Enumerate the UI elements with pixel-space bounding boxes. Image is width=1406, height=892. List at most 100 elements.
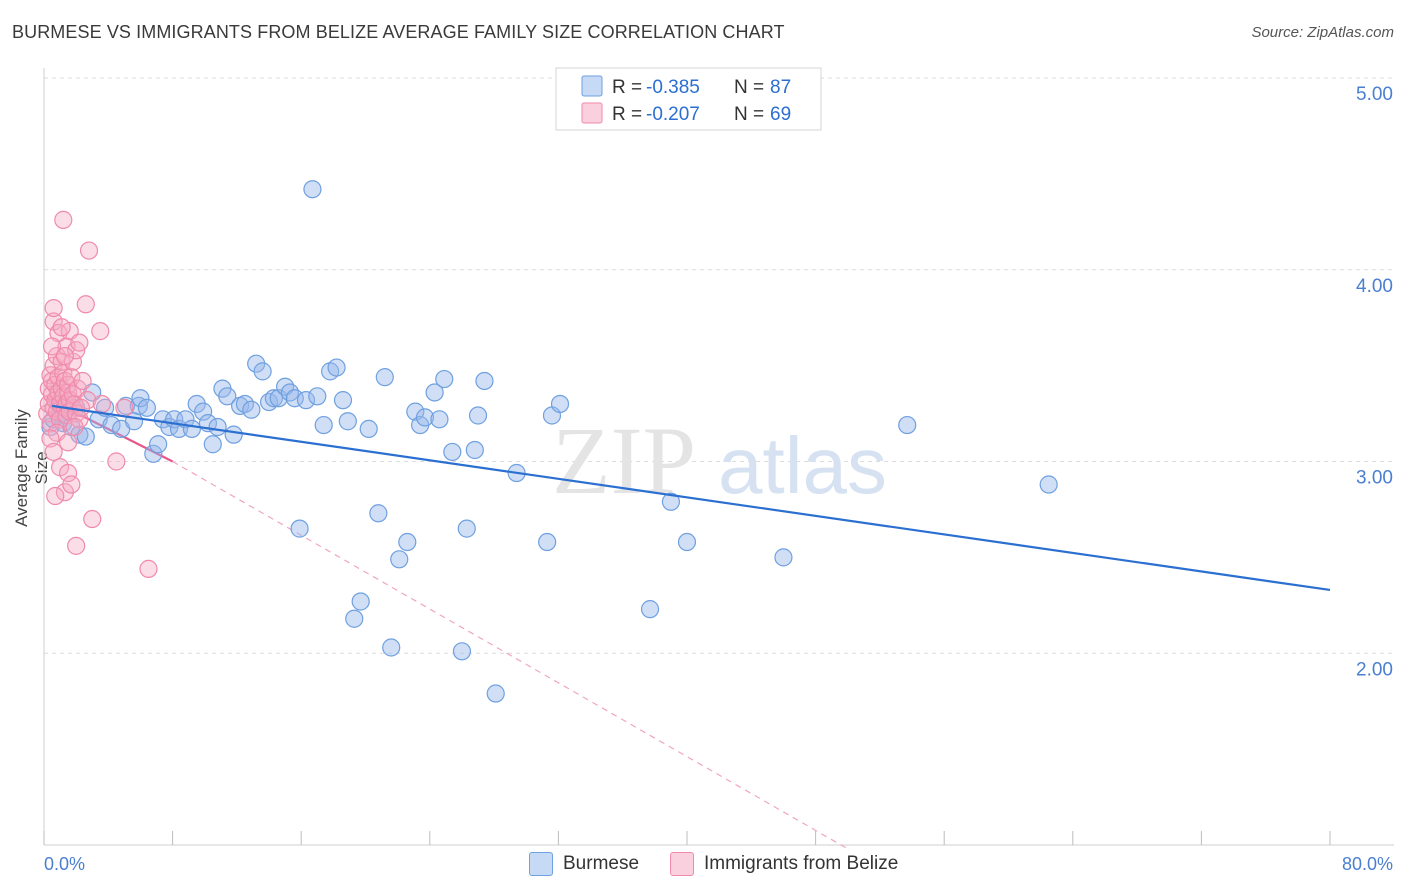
watermark-atlas: atlas: [718, 421, 887, 510]
burmese-point-61: [390, 550, 409, 569]
burmese-point-44: [280, 383, 300, 402]
burmese-point-34: [224, 425, 243, 444]
y-tick-label-2: 4.00: [1356, 276, 1393, 297]
burmese-point-19: [144, 444, 163, 463]
burmese-point-47: [296, 391, 316, 410]
legend-swatch-burmese: [581, 75, 603, 97]
burmese-trend-line: [51, 404, 1331, 592]
x-tick-max: 80.0%: [1342, 854, 1393, 874]
belize-point-68: [71, 398, 91, 417]
burmese-point-60: [382, 638, 401, 657]
burmese-point-55: [345, 609, 364, 628]
burmese-point-52: [327, 358, 346, 377]
legend-r-label-1: R =: [612, 77, 642, 98]
axes: [43, 68, 1394, 846]
belize-point-62: [59, 433, 78, 452]
burmese-point-54: [338, 412, 357, 431]
belize-trend-extension: [172, 460, 849, 850]
burmese-point-45: [285, 389, 304, 408]
burmese-point-53: [333, 391, 353, 410]
belize-point-45: [79, 241, 99, 260]
bottom-legend-burmese: Burmese: [529, 852, 639, 876]
bottom-swatch-belize: [670, 852, 694, 876]
burmese-point-58: [369, 504, 388, 523]
y-tick-label-0: 2.00: [1356, 659, 1393, 680]
burmese-point-42: [269, 389, 288, 408]
legend-n-label-1: N =: [734, 77, 764, 98]
legend-box: R = -0.385 N = 87 R = -0.207 N = 69: [555, 67, 822, 131]
belize-point-65: [115, 398, 134, 417]
burmese-point-68: [435, 369, 454, 389]
burmese-point-65: [415, 408, 435, 427]
x-tick-min: 0.0%: [44, 854, 85, 874]
belize-point-36: [44, 299, 63, 318]
y-tick-labels: 2.00 3.00 4.00 5.00: [1356, 84, 1393, 680]
burmese-point-84: [898, 415, 917, 435]
gridlines: [44, 77, 1394, 654]
burmese-point-66: [425, 383, 444, 402]
burmese-point-18: [137, 398, 156, 417]
burmese-point-80: [640, 600, 660, 619]
burmese-point-83: [774, 548, 793, 567]
belize-point-66: [44, 442, 63, 462]
belize-point-61: [41, 429, 60, 448]
burmese-points: [41, 180, 1058, 703]
belize-points: [38, 210, 158, 578]
burmese-point-30: [203, 435, 222, 454]
burmese-point-69: [443, 442, 462, 462]
legend-r-value-1: -0.385: [646, 77, 700, 98]
burmese-trend: [51, 404, 1331, 592]
belize-point-38: [54, 210, 73, 229]
burmese-point-71: [457, 519, 476, 538]
burmese-point-73: [468, 406, 488, 425]
burmese-point-57: [359, 419, 378, 439]
belize-point-55: [139, 559, 158, 578]
burmese-point-50: [314, 415, 333, 435]
bottom-legend-belize: Immigrants from Belize: [670, 852, 898, 876]
legend-n-label-2: N =: [734, 104, 764, 125]
burmese-point-70: [452, 642, 472, 661]
burmese-point-67: [430, 410, 449, 429]
burmese-point-17: [131, 389, 150, 408]
legend-n-value-2: 69: [770, 104, 791, 125]
burmese-point-77: [538, 532, 557, 552]
burmese-point-75: [486, 684, 505, 703]
burmese-point-81: [661, 492, 681, 511]
bottom-legend-label-burmese: Burmese: [563, 853, 640, 874]
burmese-point-39: [253, 362, 272, 381]
burmese-point-82: [677, 532, 697, 552]
burmese-point-62: [398, 532, 417, 552]
belize-point-46: [91, 322, 110, 341]
belize-point-54: [107, 452, 126, 471]
belize-point-43: [70, 333, 89, 352]
burmese-point-33: [218, 387, 237, 406]
source-label: Source: ZipAtlas.com: [1251, 24, 1394, 41]
burmese-point-63: [406, 402, 425, 421]
burmese-point-49: [308, 387, 327, 406]
burmese-point-56: [351, 592, 370, 611]
burmese-point-46: [290, 519, 309, 538]
bottom-swatch-burmese: [529, 852, 553, 876]
belize-point-53: [83, 509, 102, 529]
burmese-point-59: [375, 368, 394, 387]
chart-title: BURMESE VS IMMIGRANTS FROM BELIZE AVERAG…: [12, 22, 785, 42]
belize-point-59: [65, 417, 84, 437]
burmese-point-31: [208, 417, 227, 437]
belize-point-64: [92, 394, 111, 414]
burmese-point-85: [1039, 475, 1058, 494]
burmese-point-37: [242, 400, 261, 419]
burmese-point-41: [264, 389, 283, 408]
belize-point-50: [62, 475, 81, 494]
burmese-point-20: [149, 435, 168, 454]
legend-r-value-2: -0.207: [646, 104, 700, 125]
burmese-point-48: [303, 180, 322, 199]
belize-point-60: [73, 371, 92, 391]
belize-point-51: [46, 486, 65, 506]
legend-swatch-belize: [581, 102, 603, 124]
burmese-point-28: [194, 402, 213, 421]
belize-point-49: [59, 463, 78, 483]
y-tick-label-1: 3.00: [1356, 468, 1393, 489]
burmese-point-26: [182, 419, 201, 439]
belize-point-56: [42, 337, 62, 356]
